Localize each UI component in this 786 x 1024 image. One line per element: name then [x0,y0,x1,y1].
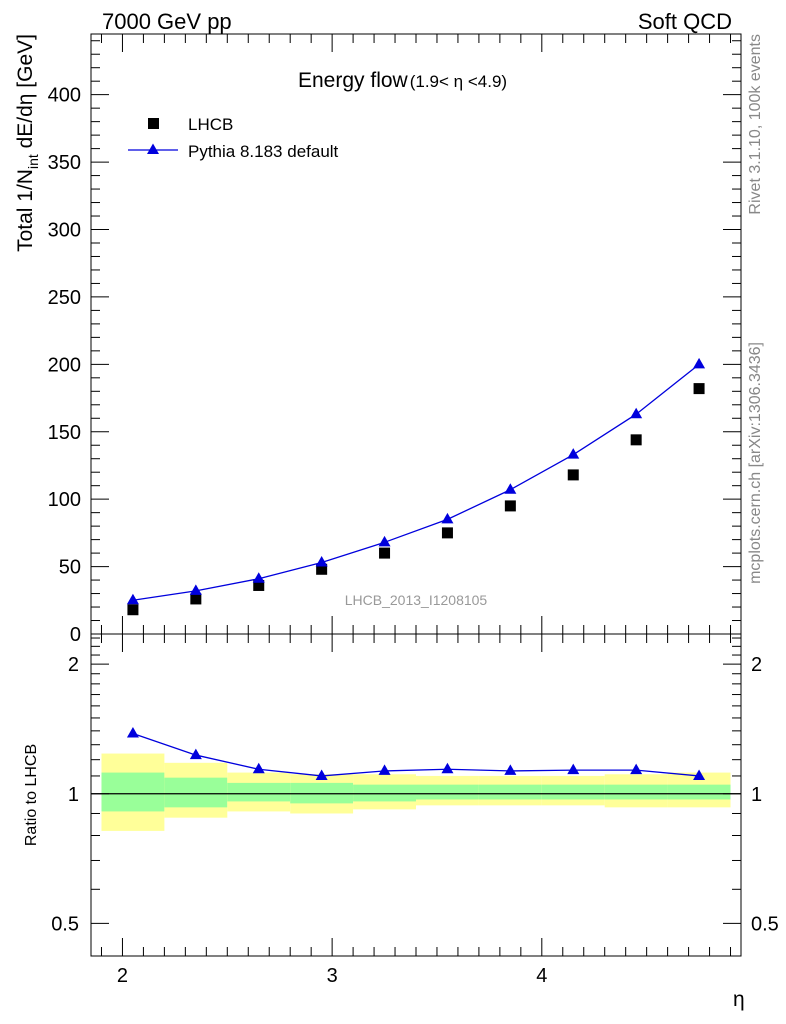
pythia-ratio-point [441,762,454,774]
ylabel-rest: dE/dη [GeV] [14,34,37,154]
legend-pythia-marker [147,143,159,154]
x-tick-label: 2 [117,965,128,987]
main-y-tick-label: 400 [48,85,81,107]
ratio-y-tick-label: 1 [68,784,79,806]
pythia-data-point [378,535,391,547]
pythia-ratio-point [378,764,391,775]
main-title: Energy flow (1.9< η <4.9) [298,69,507,92]
main-y-tick-label: 250 [48,287,81,309]
legend-lhcb-marker [148,118,159,129]
pythia-ratio-point [693,769,706,780]
lhcb-data-point [316,563,328,575]
ylabel-sub: int [25,154,41,169]
lhcb-data-point [190,593,202,605]
ratio-uncertainty-band-inner [164,777,228,808]
ratio-uncertainty-band-inner [604,784,668,800]
main-y-axis-label: Total 1/Nint dE/dη [GeV] [14,34,41,252]
pythia-data-point [189,584,202,595]
pythia-curve [132,363,700,601]
mcplots-source-label: mcplots.cern.ch [arXiv:1306.3436] [747,342,764,584]
main-y-tick-label: 200 [48,354,81,376]
title-main: Energy flow [298,69,409,92]
main-y-tick-label: 150 [48,422,81,444]
main-y-tick-label: 50 [59,557,81,579]
lhcb-data-point [567,469,579,481]
title-range: (1.9< η <4.9) [410,72,507,91]
lhcb-data-point [379,547,391,559]
pythia-ratio-point [189,748,202,760]
x-tick-label: 3 [327,965,338,987]
ratio-uncertainty-band-inner [416,784,479,800]
ratio-uncertainty-band-inner [478,784,542,800]
ratio-y-tick-label-right: 1 [751,784,762,806]
main-y-tick-label: 300 [48,220,81,242]
pythia-ratio-point [504,764,517,775]
main-y-tick-label: 350 [48,152,81,174]
lhcb-data-point [504,500,516,512]
lhcb-data-point [253,579,265,591]
lhcb-data-point [693,383,705,395]
pythia-ratio-point [126,727,139,738]
ratio-uncertainty-band-inner [101,772,165,812]
ratio-y-tick-label: 2 [68,654,79,676]
main-y-tick-label: 0 [70,624,81,646]
analysis-watermark: LHCB_2013_I1208105 [345,592,488,608]
pythia-ratio-point [252,762,265,774]
pythia-ratio-point [315,769,328,780]
rivet-version-label: Rivet 3.1.10, 100k events [747,34,764,215]
lhcb-data-point [127,604,139,616]
pythia-data-point [441,512,454,524]
pythia-ratio-point [567,763,580,775]
ylabel-main: Total 1/N [14,169,37,252]
main-panel: 0 50 100 150 200 250 300 350 400 Energy flow (1.9… [14,33,742,646]
header-beam-label: 7000 GeV pp [102,9,232,34]
lhcb-data-point [630,434,642,446]
pythia-ratio-point [630,763,643,775]
ratio-uncertainty-band-inner [290,782,354,804]
ratio-panel: 0.5 0.5 1 1 2 2 2 3 4 Ratio to LHCB η [23,633,779,1011]
ratio-y-tick-label-right: 0.5 [751,913,779,935]
pythia-data-point [504,483,517,494]
x-tick-label: 4 [536,965,547,987]
pythia-data-point [567,448,580,459]
pythia-data-point [252,572,265,583]
ratio-y-axis: 0.5 0.5 1 1 2 2 2 3 4 [51,634,779,987]
header-category-label: Soft QCD [638,9,732,34]
main-y-axis: 0 50 100 150 200 250 300 350 400 [48,34,741,646]
ratio-y-tick-label-right: 2 [751,654,762,676]
ratio-uncertainty-band-inner [541,784,605,800]
legend: LHCB Pythia 8.183 default [128,115,339,161]
x-axis-label: η [733,988,745,1011]
main-y-tick-label: 100 [48,489,81,511]
lhcb-data-point [441,527,453,539]
pythia-ratio-curve [132,732,700,777]
ratio-uncertainty-band-inner [353,784,416,802]
pythia-data-point [315,556,328,567]
legend-lhcb-label: LHCB [188,115,233,134]
ratio-uncertainty-band-inner [227,782,291,802]
legend-pythia-label: Pythia 8.183 default [188,142,339,161]
pythia-data-point [693,357,706,369]
ratio-y-tick-label: 0.5 [51,913,79,935]
pythia-data-point [126,593,139,605]
ratio-uncertainty-band-inner [667,784,731,800]
ratio-y-axis-label: Ratio to LHCB [23,744,40,846]
pythia-data-point [630,407,643,419]
